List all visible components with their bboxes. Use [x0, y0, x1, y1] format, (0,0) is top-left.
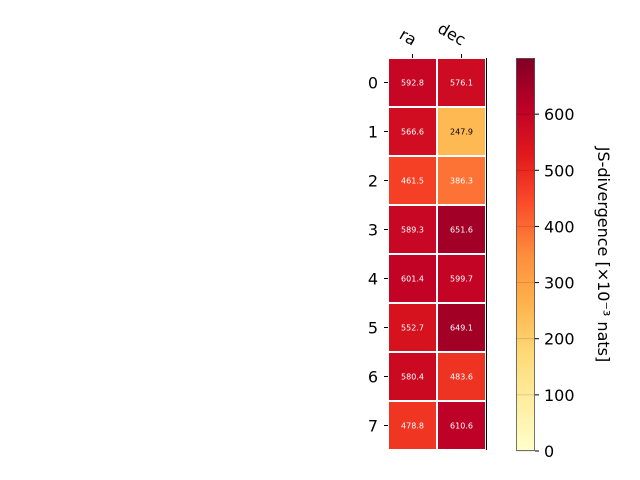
cell-value-label: 599.7	[450, 275, 473, 284]
cell-value-label: 601.4	[401, 275, 424, 284]
colorbar: 0 100 200 300 400 500 600 JS-divergence [×10⁻³ …	[516, 58, 613, 461]
heatmap-cell	[438, 255, 485, 302]
cell-value-label: 386.3	[450, 177, 473, 186]
heatmap-cell	[389, 108, 436, 155]
cell-value-label: 580.4	[401, 373, 424, 382]
cell-value-label: 483.6	[450, 373, 473, 382]
heatmap-cell	[438, 108, 485, 155]
y-tick-label: 6	[368, 368, 378, 387]
colorbar-tick-label: 0	[544, 442, 554, 461]
colorbar-tick-label: 500	[544, 161, 575, 180]
cell-value-label: 592.8	[401, 79, 424, 88]
colorbar-tick-label: 300	[544, 274, 575, 293]
cell-value-label: 589.3	[401, 226, 424, 235]
heatmap-cell	[389, 353, 436, 400]
x-tick-label: dec	[435, 19, 469, 50]
y-tick-label: 2	[368, 172, 378, 191]
colorbar-tick-label: 600	[544, 105, 575, 124]
cell-value-label: 566.6	[401, 128, 424, 137]
colorbar-tick-label: 400	[544, 217, 575, 236]
cell-value-label: 478.8	[401, 422, 424, 431]
heatmap-cell	[389, 206, 436, 253]
heatmap-cell	[438, 353, 485, 400]
heatmap-cell	[438, 402, 485, 449]
heatmap-cell	[389, 304, 436, 351]
heatmap-cell	[389, 402, 436, 449]
cell-value-label: 610.6	[450, 422, 473, 431]
heatmap-cell	[389, 157, 436, 204]
colorbar-label: JS-divergence [×10⁻³ nats]	[594, 146, 613, 362]
x-tick-label: ra	[396, 25, 420, 50]
heatmap-cell	[438, 59, 485, 106]
cell-value-label: 649.1	[450, 324, 473, 333]
colorbar-frame	[516, 58, 535, 451]
heatmap-cell	[389, 255, 436, 302]
heatmap-cell	[438, 206, 485, 253]
y-tick-label: 0	[368, 74, 378, 93]
cell-value-label: 552.7	[401, 324, 424, 333]
cell-value-label: 461.5	[401, 177, 424, 186]
cell-value-label: 651.6	[450, 226, 473, 235]
y-tick-label: 5	[368, 319, 378, 338]
y-tick-label: 3	[368, 221, 378, 240]
colorbar-gradient	[516, 58, 535, 451]
heatmap-cell	[438, 157, 485, 204]
heatmap-cell	[389, 59, 436, 106]
heatmap-cell	[438, 304, 485, 351]
heatmap-cells: 592.8 576.1 566.6 247.9 461.5 386.3 589.3 651.6…	[389, 59, 485, 449]
cell-value-label: 576.1	[450, 79, 473, 88]
colorbar-tick-label: 200	[544, 330, 575, 349]
y-tick-label: 1	[368, 123, 378, 142]
cell-value-label: 247.9	[450, 128, 473, 137]
y-tick-label: 4	[368, 270, 378, 289]
y-tick-label: 7	[368, 417, 378, 436]
colorbar-tick-label: 100	[544, 386, 575, 405]
